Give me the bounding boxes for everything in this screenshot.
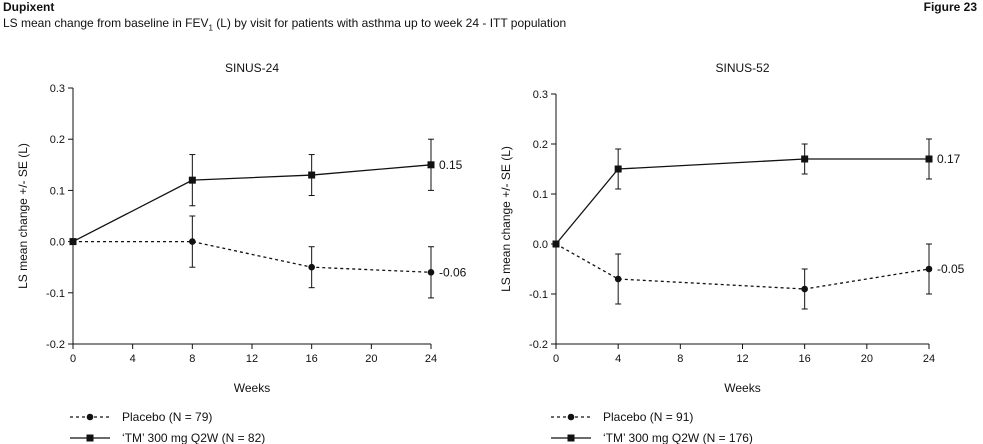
- report-brand: Dupixent: [3, 0, 55, 14]
- y-tick-label: 0.2: [533, 139, 548, 151]
- x-tick-label: 12: [246, 353, 258, 365]
- chart-panel-1: SINUS-24 -0.2 -0.1 0.0 0.1 0.2 0.3 0 4 8 12 16 20 24 W…: [16, 61, 467, 444]
- y-axis-label: LS mean change +/- SE (L): [499, 146, 513, 292]
- subtitle-pre: LS mean change from baseline in FEV: [3, 16, 209, 30]
- x-tick-label: 16: [799, 353, 811, 365]
- legend-entry: Placebo (N = 91): [551, 410, 693, 424]
- series-line: [72, 164, 432, 243]
- y-tick-label: 0.3: [50, 83, 65, 95]
- y-tick-label: -0.1: [46, 288, 65, 300]
- x-tick-label: 0: [553, 353, 559, 365]
- data-point-circle: [614, 275, 622, 283]
- y-tick-label: 0.3: [533, 89, 548, 101]
- x-tick-label: 20: [861, 353, 873, 365]
- data-point-square: [308, 171, 316, 179]
- x-tick-label: 8: [677, 353, 683, 365]
- x-tick-label: 12: [736, 353, 748, 365]
- y-tick-label: 0.0: [50, 237, 65, 249]
- data-point-circle: [308, 263, 315, 271]
- legend-marker-circle: [567, 413, 575, 421]
- x-tick-label: 0: [70, 353, 76, 365]
- series-placebo: -0.05: [552, 240, 965, 310]
- chart-panel-2: SINUS-52 -0.2 -0.1 0.0 0.1 0.2 0.3 0 4 8 12 16 20 24 W…: [499, 61, 965, 444]
- x-tick-label: 24: [923, 353, 935, 365]
- legend-marker-square: [86, 434, 94, 442]
- y-axis-label: LS mean change +/- SE (L): [16, 143, 30, 289]
- end-value-label: -0.05: [937, 262, 965, 276]
- x-tick-label: 4: [130, 353, 136, 365]
- x-tick-label: 16: [306, 353, 318, 365]
- legend-entry: ‘TM’ 300 mg Q2W (N = 82): [70, 431, 265, 444]
- y-tick-label: -0.2: [46, 339, 65, 351]
- x-tick-label: 24: [425, 353, 437, 365]
- series-line: [73, 240, 432, 273]
- chart-title: SINUS-24: [225, 61, 279, 75]
- y-tick-label: 0.0: [533, 239, 548, 251]
- subtitle-subscript: 1: [208, 23, 213, 33]
- legend-label: Placebo (N = 79): [122, 410, 212, 424]
- legend-marker-square: [567, 434, 575, 442]
- y-tick-label: 0.1: [533, 189, 548, 201]
- data-point-square: [552, 240, 560, 248]
- subtitle-post: (L) by visit for patients with asthma up…: [212, 16, 567, 30]
- data-point-square: [925, 155, 933, 163]
- x-axis-label: Weeks: [234, 381, 270, 395]
- end-value-label: 0.15: [439, 158, 463, 172]
- data-point-square: [801, 155, 809, 163]
- chart-title: SINUS-52: [715, 61, 769, 75]
- y-tick-label: -0.2: [529, 339, 548, 351]
- data-point-circle: [427, 269, 435, 276]
- series-treatment: 0.15: [69, 138, 463, 246]
- series-placebo: -0.06: [69, 215, 467, 299]
- series-line: [555, 243, 930, 290]
- data-point-square: [427, 161, 435, 169]
- data-point-square: [69, 238, 77, 246]
- y-tick-label: 0.2: [50, 134, 65, 146]
- legend-entry: ‘TM’ 300 mg Q2W (N = 176): [551, 431, 753, 444]
- y-tick-label: -0.1: [529, 289, 548, 301]
- figure-subtitle: LS mean change from baseline in FEV1 (L)…: [3, 16, 566, 32]
- series-treatment: 0.17: [552, 138, 961, 248]
- y-tick-label: 0.1: [50, 185, 65, 197]
- legend-label: ‘TM’ 300 mg Q2W (N = 176): [603, 431, 753, 444]
- x-tick-label: 20: [365, 353, 377, 365]
- data-point-circle: [189, 238, 196, 245]
- data-point-circle: [925, 265, 933, 273]
- end-value-label: 0.17: [937, 152, 961, 166]
- end-value-label: -0.06: [439, 265, 467, 279]
- legend-label: ‘TM’ 300 mg Q2W (N = 82): [122, 431, 265, 444]
- figure-number: Figure 23: [923, 0, 977, 14]
- x-axis-label: Weeks: [724, 381, 760, 395]
- x-tick-label: 8: [189, 353, 195, 365]
- legend-marker-circle: [86, 413, 94, 421]
- series-line: [555, 158, 929, 245]
- data-point-square: [614, 165, 622, 173]
- data-point-circle: [801, 285, 808, 293]
- x-tick-label: 4: [615, 353, 621, 365]
- legend-entry: Placebo (N = 79): [70, 410, 212, 424]
- data-point-square: [188, 176, 196, 184]
- legend-label: Placebo (N = 91): [603, 410, 693, 424]
